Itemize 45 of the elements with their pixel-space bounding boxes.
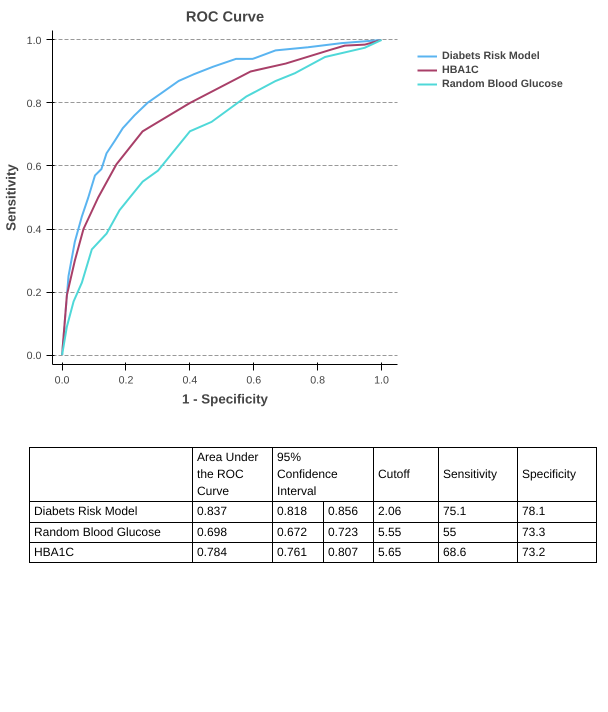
text: 5.65 xyxy=(374,542,438,562)
text: 0.837 xyxy=(192,502,272,522)
text: Diabets Risk Model xyxy=(30,502,192,522)
text: 75.1 xyxy=(438,502,518,522)
legend-label: Diabets Risk Model xyxy=(442,50,540,62)
y-tick-label: 1.0 xyxy=(26,34,42,47)
x-tick-label: 0.6 xyxy=(246,374,262,386)
y-tick-label: 0.8 xyxy=(26,98,42,110)
legend-label: Random Blood Glucose xyxy=(442,78,563,90)
text: HBA1C xyxy=(30,542,192,562)
text: 0.723 xyxy=(324,522,374,542)
y-tick-label: 0.4 xyxy=(26,224,42,236)
text: 0.784 xyxy=(192,542,272,562)
text: 0.818 xyxy=(272,502,324,522)
text: 0.856 xyxy=(324,502,374,522)
text: 5.55 xyxy=(374,522,438,542)
x-tick-label: 0.8 xyxy=(310,374,326,386)
text: 0.698 xyxy=(192,522,272,542)
text: 95% Confidence Interval xyxy=(272,448,374,502)
x-tick-label: 0.4 xyxy=(182,374,198,386)
x-tick-label: 0.2 xyxy=(118,374,134,386)
x-tick-label: 1.0 xyxy=(374,374,390,386)
y-tick-label: 0.2 xyxy=(26,287,42,300)
x-tick-label: 0.0 xyxy=(54,374,70,386)
text: 73.3 xyxy=(518,522,596,542)
text: 0.672 xyxy=(272,522,324,542)
legend-label: HBA1C xyxy=(442,64,479,76)
text: Sensitivity xyxy=(438,448,518,502)
x-axis-title: 1 - Specificity xyxy=(182,392,269,406)
text: 55 xyxy=(438,522,518,542)
text: Specificity xyxy=(518,448,596,502)
text: 73.2 xyxy=(518,542,596,562)
text: 78.1 xyxy=(518,502,596,522)
text: 0.761 xyxy=(272,542,324,562)
text: 0.807 xyxy=(324,542,374,562)
text: Random Blood Glucose xyxy=(30,522,192,542)
text: Cutoff xyxy=(374,448,438,502)
chart-title: ROC Curve xyxy=(186,10,264,26)
text: 68.6 xyxy=(438,542,518,562)
text: Area Under the ROC Curve xyxy=(192,448,272,502)
text: 2.06 xyxy=(374,502,438,522)
y-axis-title: Sensitivity xyxy=(4,164,19,231)
line-series xyxy=(61,38,383,356)
y-tick-label: 0.0 xyxy=(26,350,42,362)
y-tick-label: 0.6 xyxy=(26,160,42,173)
